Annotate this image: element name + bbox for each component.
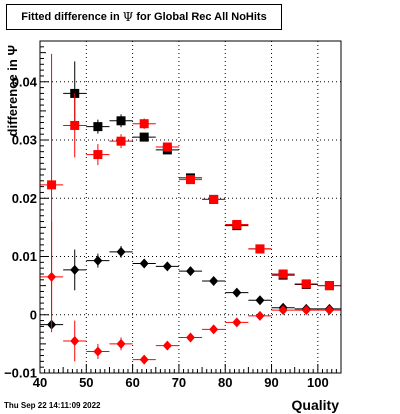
x-tick-label: 60 <box>125 375 139 390</box>
x-tick-label: 50 <box>79 375 93 390</box>
data-point-diamond <box>70 264 80 275</box>
grid-lines <box>40 41 341 373</box>
data-point-square <box>116 136 126 146</box>
x-tick-label: 100 <box>307 375 329 390</box>
data-point-diamond <box>162 340 172 351</box>
data-point-diamond <box>162 261 172 272</box>
data-point-diamond <box>186 332 195 343</box>
y-tick-label: 0.04 <box>12 74 38 89</box>
data-point-diamond <box>324 305 334 316</box>
data-point-square <box>93 122 103 132</box>
chart-title: Fitted difference in Ψ for Global Rec Al… <box>6 4 282 30</box>
plot-frame <box>39 40 342 374</box>
data-point-diamond <box>209 275 219 286</box>
title-psi-symbol: Ψ <box>122 10 134 24</box>
data-point-diamond <box>93 255 103 266</box>
data-point-square <box>209 194 219 204</box>
data-point-square <box>186 175 195 185</box>
series-0 <box>63 61 341 291</box>
data-point-square <box>278 269 288 279</box>
title-prefix: Fitted difference in <box>21 11 123 23</box>
data-point-diamond <box>116 246 126 257</box>
data-point-square <box>301 279 311 289</box>
data-point-square <box>93 150 103 160</box>
data-point-square <box>324 281 334 291</box>
data-point-square <box>139 132 149 142</box>
x-tick-label: 90 <box>264 375 278 390</box>
data-point-diamond <box>139 354 149 365</box>
data-point-diamond <box>209 324 219 335</box>
data-point-square <box>47 180 57 190</box>
data-point-diamond <box>255 295 265 306</box>
data-markers <box>40 53 341 365</box>
data-point-diamond <box>301 305 311 316</box>
series-3 <box>40 221 341 365</box>
axis-labels: 40 50 60 70 80 90 100 −0.01 0 0.01 0.02 0.03 0.04 Qua… <box>4 45 339 413</box>
y-tick-label: 0.01 <box>12 249 37 264</box>
y-tick-label: −0.01 <box>4 366 37 381</box>
data-point-square <box>70 120 80 130</box>
data-point-diamond <box>186 266 195 277</box>
axis-ticks <box>39 40 337 374</box>
y-tick-label: 0.03 <box>12 133 37 148</box>
data-point-diamond <box>232 317 242 328</box>
x-tick-label: 80 <box>218 375 232 390</box>
x-tick-label: 40 <box>33 375 47 390</box>
series-2 <box>40 246 341 330</box>
data-point-diamond <box>116 338 126 349</box>
data-point-diamond <box>255 310 265 321</box>
data-point-diamond <box>139 258 149 269</box>
datestamp: Thu Sep 22 14:11:09 2022 <box>4 401 101 410</box>
data-point-diamond <box>93 346 103 357</box>
data-point-diamond <box>232 287 242 298</box>
title-suffix: for Global Rec All NoHits <box>133 11 267 23</box>
data-point-square <box>139 119 149 129</box>
data-point-square <box>255 244 265 254</box>
y-axis-label: difference in Ψ <box>5 45 20 136</box>
data-point-square <box>162 142 172 152</box>
data-point-square <box>232 219 242 229</box>
x-tick-label: 70 <box>172 375 186 390</box>
data-point-square <box>116 116 126 126</box>
data-point-diamond <box>47 271 57 282</box>
data-point-diamond <box>278 305 288 316</box>
y-tick-label: 0.02 <box>12 191 37 206</box>
data-point-diamond <box>70 335 80 346</box>
x-axis-label: Quality <box>292 397 340 413</box>
y-tick-label: 0 <box>30 307 37 322</box>
